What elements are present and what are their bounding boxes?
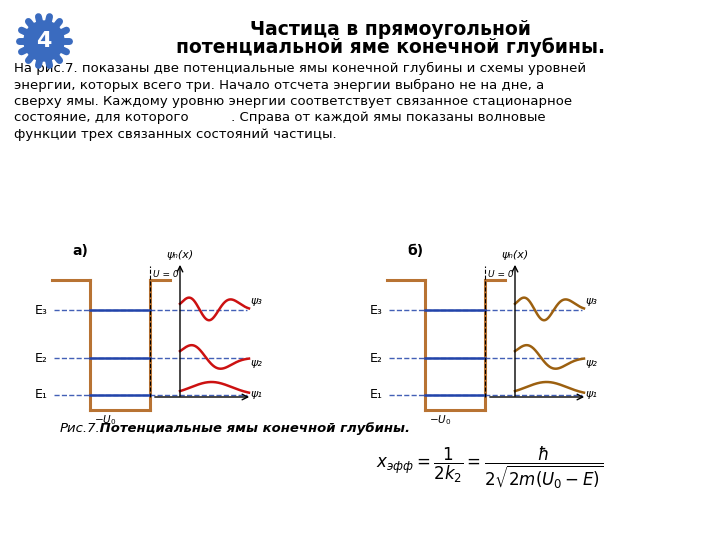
Text: состояние, для которого          . Справа от каждой ямы показаны волновые: состояние, для которого . Справа от кажд… (14, 111, 546, 125)
Text: потенциальной яме конечной глубины.: потенциальной яме конечной глубины. (176, 37, 605, 57)
Text: На рис.7. показаны две потенциальные ямы конечной глубины и схемы уровней: На рис.7. показаны две потенциальные ямы… (14, 62, 586, 75)
Text: б): б) (407, 244, 423, 258)
Text: U = 0: U = 0 (153, 270, 179, 279)
Text: $x_{\mathit{эфф}} = \dfrac{1}{2k_2} = \dfrac{\hbar}{2\sqrt{2m(U_0 - E)}}$: $x_{\mathit{эфф}} = \dfrac{1}{2k_2} = \d… (377, 445, 603, 491)
Text: E₃: E₃ (370, 303, 383, 316)
Circle shape (24, 21, 64, 61)
Text: 4: 4 (36, 31, 52, 51)
Text: ψ₂: ψ₂ (586, 358, 598, 368)
Text: Рис.7.: Рис.7. (60, 422, 101, 435)
Text: ψₙ(x): ψₙ(x) (166, 250, 194, 260)
Text: E₂: E₂ (370, 352, 383, 365)
Text: $-U_0$: $-U_0$ (94, 413, 117, 427)
Text: ψ₁: ψ₁ (251, 389, 263, 399)
Text: ψ₂: ψ₂ (251, 358, 263, 368)
Text: энергии, которых всего три. Начало отсчета энергии выбрано не на дне, а: энергии, которых всего три. Начало отсче… (14, 78, 544, 92)
Text: сверху ямы. Каждому уровню энергии соответствует связанное стационарное: сверху ямы. Каждому уровню энергии соотв… (14, 95, 572, 108)
Text: E₃: E₃ (35, 303, 48, 316)
Text: а): а) (72, 244, 88, 258)
Text: Частица в прямоугольной: Частица в прямоугольной (250, 20, 531, 39)
Text: U = 0: U = 0 (488, 270, 513, 279)
Text: E₁: E₁ (370, 388, 383, 402)
Text: Потенциальные ямы конечной глубины.: Потенциальные ямы конечной глубины. (95, 422, 410, 435)
Text: ψ₃: ψ₃ (251, 296, 263, 306)
Text: функции трех связанных состояний частицы.: функции трех связанных состояний частицы… (14, 128, 337, 141)
Text: $-U_0$: $-U_0$ (429, 413, 451, 427)
Text: E₁: E₁ (35, 388, 48, 402)
Text: ψ₁: ψ₁ (586, 389, 598, 399)
Text: E₂: E₂ (35, 352, 48, 365)
Text: ψₙ(x): ψₙ(x) (501, 250, 528, 260)
Text: ψ₃: ψ₃ (586, 296, 598, 306)
